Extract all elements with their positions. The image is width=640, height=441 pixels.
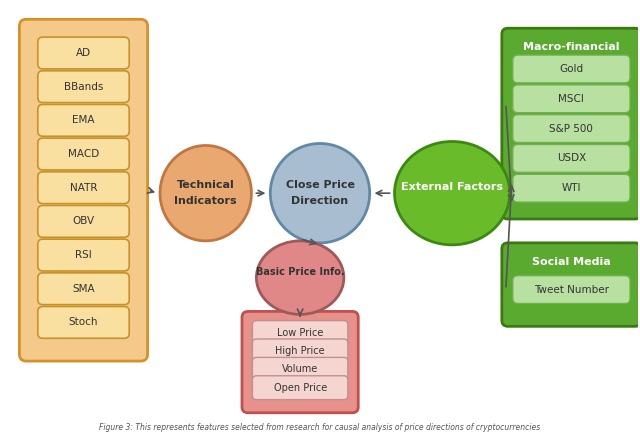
Text: MSCI: MSCI bbox=[559, 94, 584, 104]
Text: Indicators: Indicators bbox=[175, 196, 237, 206]
FancyBboxPatch shape bbox=[38, 273, 129, 305]
FancyBboxPatch shape bbox=[38, 105, 129, 136]
FancyBboxPatch shape bbox=[513, 55, 630, 83]
FancyBboxPatch shape bbox=[19, 19, 148, 361]
FancyBboxPatch shape bbox=[513, 115, 630, 142]
FancyBboxPatch shape bbox=[38, 239, 129, 271]
Text: Close Price: Close Price bbox=[285, 180, 355, 190]
Text: High Price: High Price bbox=[275, 346, 325, 356]
Text: Volume: Volume bbox=[282, 364, 318, 374]
Text: Low Price: Low Price bbox=[277, 328, 323, 337]
Text: S&P 500: S&P 500 bbox=[550, 123, 593, 134]
FancyBboxPatch shape bbox=[252, 357, 348, 381]
FancyBboxPatch shape bbox=[513, 174, 630, 202]
Text: Basic Price Info.: Basic Price Info. bbox=[256, 267, 344, 277]
FancyBboxPatch shape bbox=[502, 28, 640, 219]
Text: Stoch: Stoch bbox=[68, 318, 99, 327]
FancyBboxPatch shape bbox=[38, 172, 129, 204]
Text: BBands: BBands bbox=[64, 82, 103, 92]
FancyBboxPatch shape bbox=[513, 85, 630, 113]
FancyBboxPatch shape bbox=[38, 71, 129, 103]
Ellipse shape bbox=[257, 241, 344, 314]
FancyBboxPatch shape bbox=[502, 243, 640, 326]
Text: Social Media: Social Media bbox=[532, 257, 611, 267]
Ellipse shape bbox=[270, 143, 370, 243]
FancyBboxPatch shape bbox=[252, 339, 348, 363]
Text: MACD: MACD bbox=[68, 149, 99, 159]
Text: External Factors: External Factors bbox=[401, 182, 503, 192]
Text: Gold: Gold bbox=[559, 64, 584, 74]
FancyBboxPatch shape bbox=[252, 376, 348, 400]
FancyBboxPatch shape bbox=[38, 138, 129, 170]
Text: Direction: Direction bbox=[291, 196, 349, 206]
FancyBboxPatch shape bbox=[38, 206, 129, 237]
Text: EMA: EMA bbox=[72, 116, 95, 125]
Text: AD: AD bbox=[76, 48, 91, 58]
FancyBboxPatch shape bbox=[513, 145, 630, 172]
Text: Open Price: Open Price bbox=[273, 383, 327, 392]
Text: Tweet Number: Tweet Number bbox=[534, 284, 609, 295]
Text: OBV: OBV bbox=[72, 217, 95, 226]
Ellipse shape bbox=[160, 146, 252, 241]
FancyBboxPatch shape bbox=[38, 306, 129, 338]
Text: RSI: RSI bbox=[75, 250, 92, 260]
Text: SMA: SMA bbox=[72, 284, 95, 294]
Text: NATR: NATR bbox=[70, 183, 97, 193]
Text: Figure 3: This represents features selected from research for causal analysis of: Figure 3: This represents features selec… bbox=[99, 423, 541, 432]
Text: Macro-financial: Macro-financial bbox=[523, 42, 620, 52]
Text: Technical: Technical bbox=[177, 180, 235, 190]
FancyBboxPatch shape bbox=[252, 321, 348, 344]
Text: USDX: USDX bbox=[557, 153, 586, 164]
FancyBboxPatch shape bbox=[242, 311, 358, 413]
FancyBboxPatch shape bbox=[38, 37, 129, 69]
Text: WTI: WTI bbox=[562, 183, 581, 193]
FancyBboxPatch shape bbox=[513, 276, 630, 303]
Ellipse shape bbox=[394, 142, 510, 245]
